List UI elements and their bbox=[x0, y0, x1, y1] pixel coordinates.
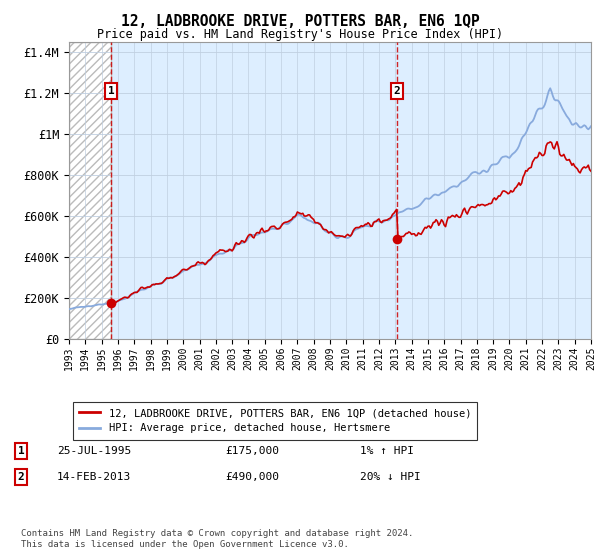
Bar bbox=[69, 42, 111, 339]
Text: 2: 2 bbox=[394, 86, 401, 96]
Text: 1: 1 bbox=[107, 86, 114, 96]
Text: 2: 2 bbox=[17, 472, 25, 482]
Text: 1% ↑ HPI: 1% ↑ HPI bbox=[360, 446, 414, 456]
Text: £175,000: £175,000 bbox=[225, 446, 279, 456]
Text: 12, LADBROOKE DRIVE, POTTERS BAR, EN6 1QP: 12, LADBROOKE DRIVE, POTTERS BAR, EN6 1Q… bbox=[121, 14, 479, 29]
Text: 25-JUL-1995: 25-JUL-1995 bbox=[57, 446, 131, 456]
Text: Contains HM Land Registry data © Crown copyright and database right 2024.
This d: Contains HM Land Registry data © Crown c… bbox=[21, 529, 413, 549]
Text: 20% ↓ HPI: 20% ↓ HPI bbox=[360, 472, 421, 482]
Text: £490,000: £490,000 bbox=[225, 472, 279, 482]
Text: 1: 1 bbox=[17, 446, 25, 456]
Legend: 12, LADBROOKE DRIVE, POTTERS BAR, EN6 1QP (detached house), HPI: Average price, : 12, LADBROOKE DRIVE, POTTERS BAR, EN6 1Q… bbox=[73, 402, 478, 440]
Text: 14-FEB-2013: 14-FEB-2013 bbox=[57, 472, 131, 482]
Text: Price paid vs. HM Land Registry's House Price Index (HPI): Price paid vs. HM Land Registry's House … bbox=[97, 28, 503, 41]
